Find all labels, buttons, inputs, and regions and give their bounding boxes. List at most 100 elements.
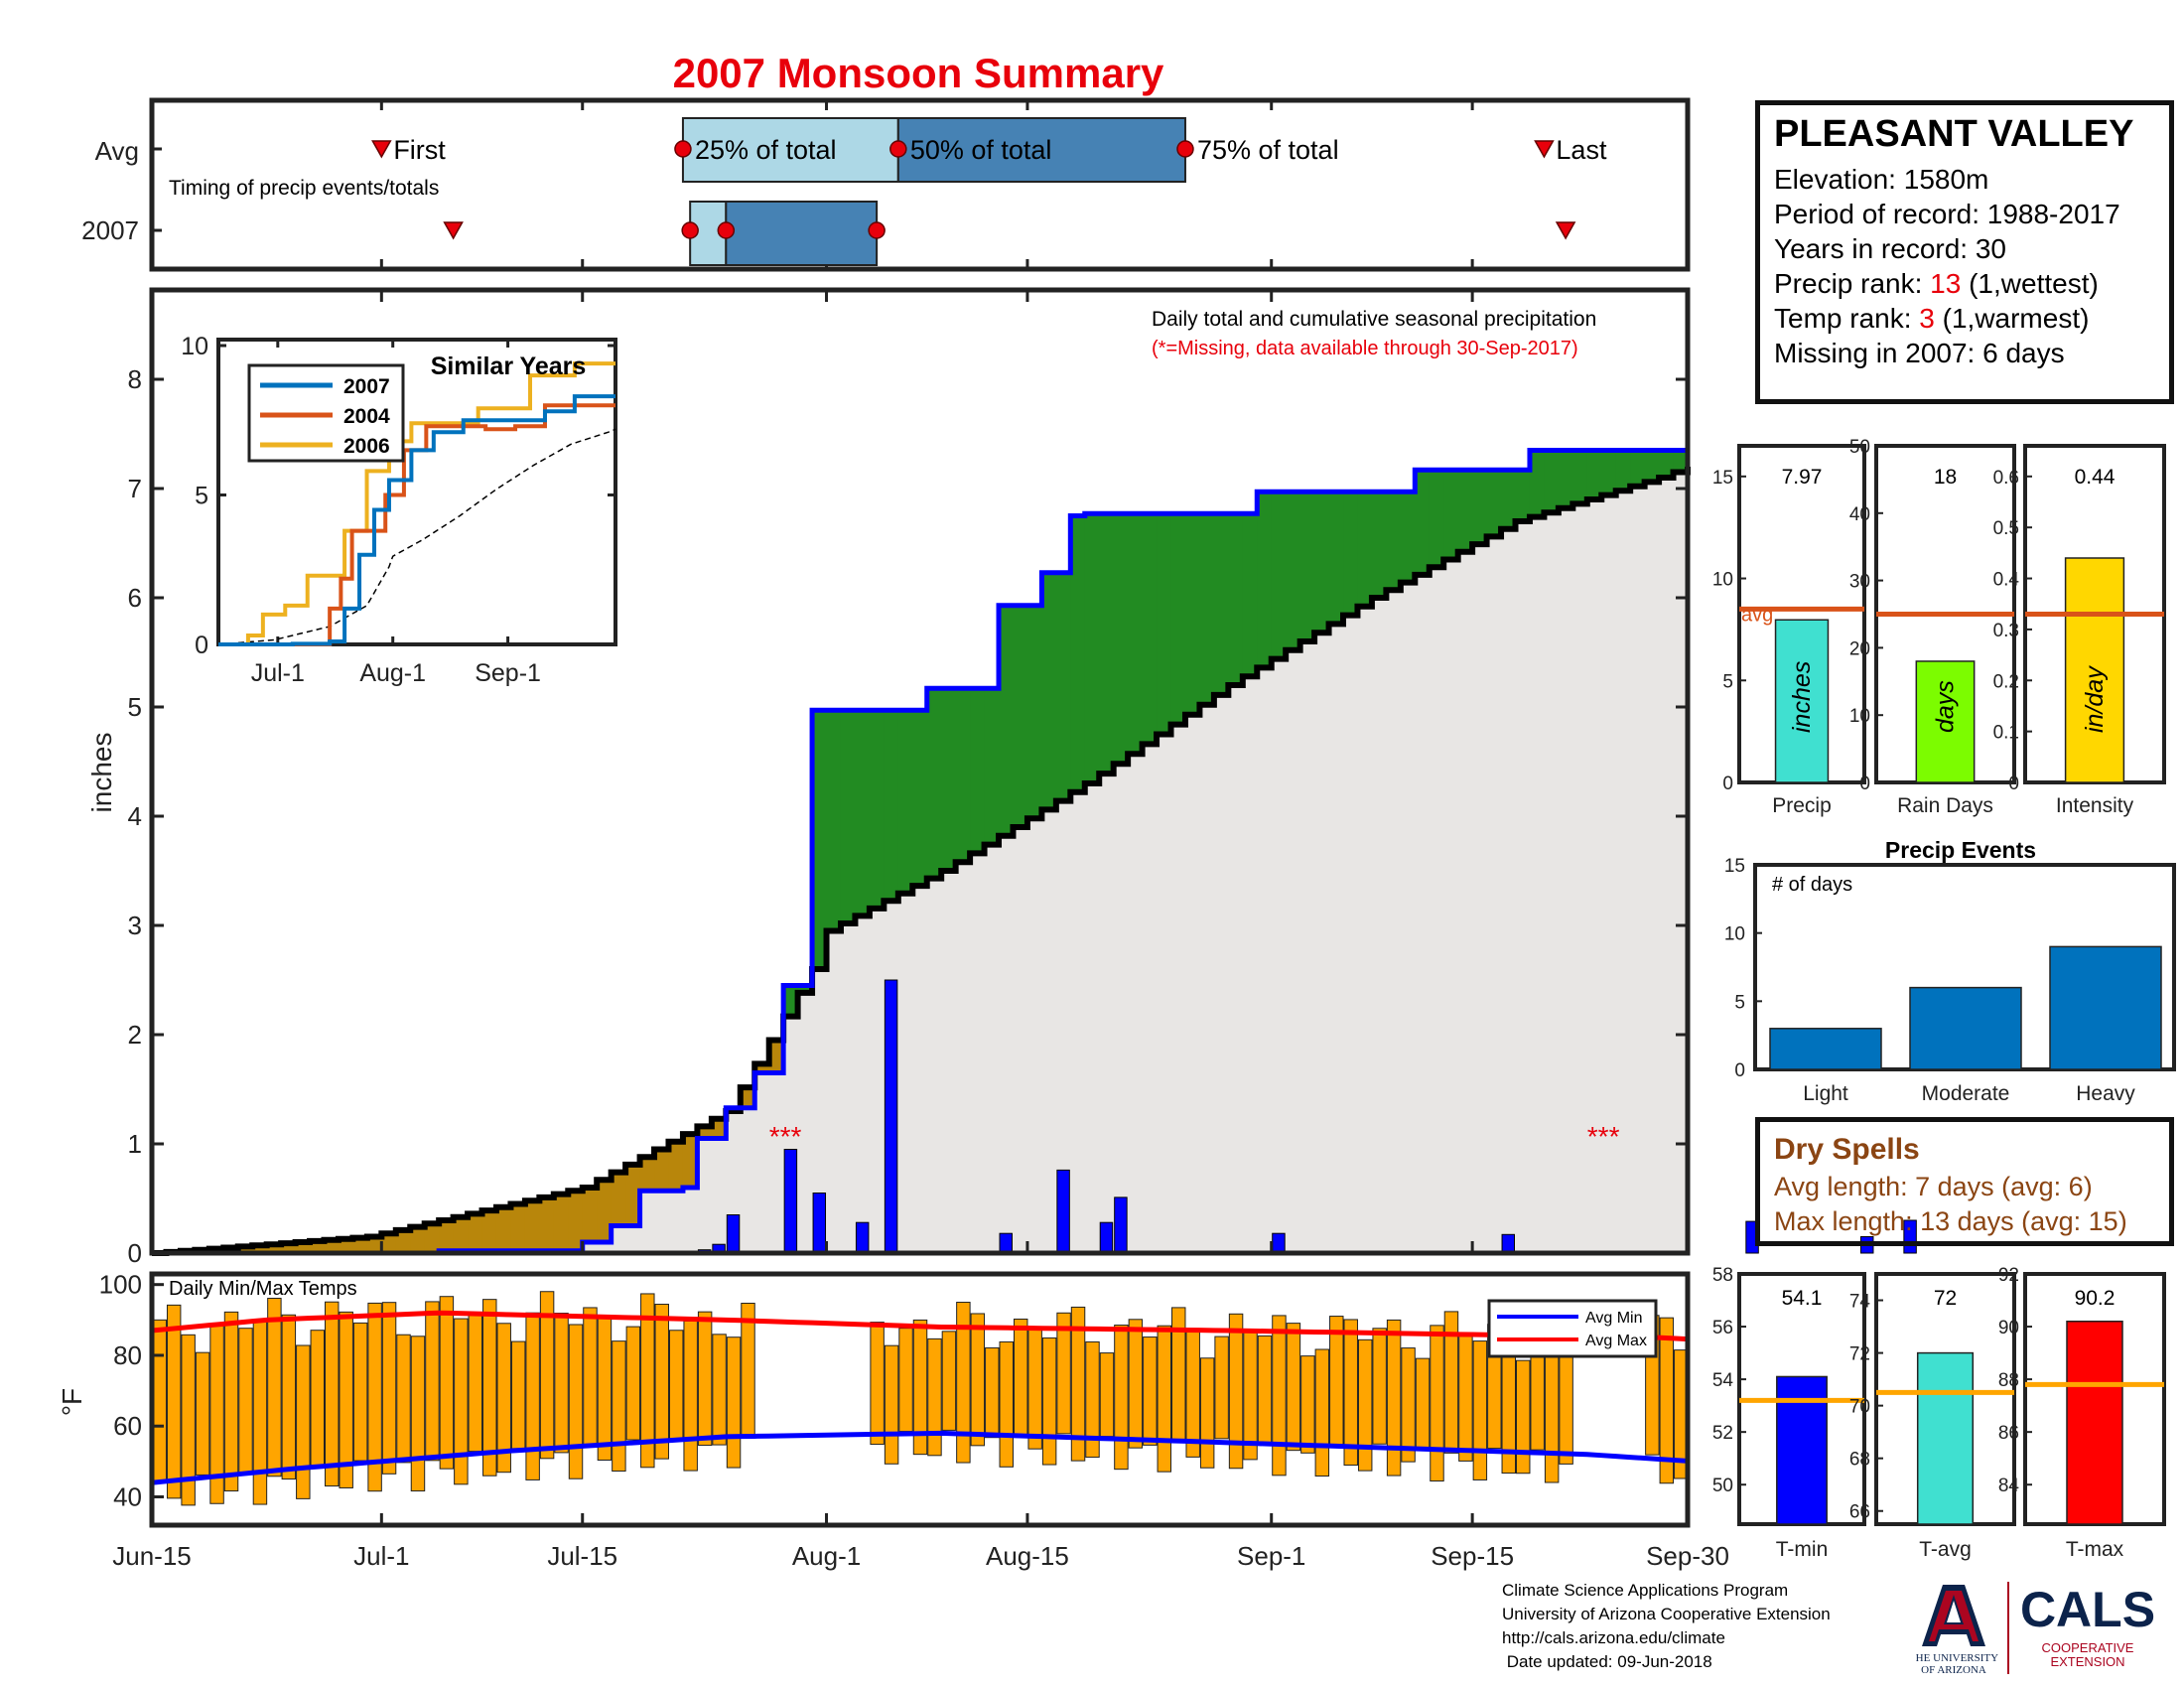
below-avg-segment — [266, 1244, 282, 1253]
dry-spells-box: Dry Spells Avg length: 7 days (avg: 6) M… — [1755, 1117, 2174, 1246]
daily-precip-bar — [855, 1221, 870, 1254]
daily-temp-bar — [252, 1321, 268, 1505]
above-avg-segment — [1128, 513, 1144, 755]
timing-row-year-label: 2007 — [81, 215, 139, 245]
daily-temp-bar — [1458, 1336, 1473, 1462]
temp-panel-ytick-label: 90 — [1998, 1318, 2019, 1338]
above-avg-segment — [1572, 450, 1588, 504]
below-avg-segment — [524, 1200, 540, 1251]
precip-events-ylabel: # of days — [1772, 874, 1852, 896]
daily-temp-bar — [870, 1322, 885, 1446]
inset-ytick-label: 5 — [195, 483, 208, 510]
daily-temp-bar — [1128, 1319, 1144, 1449]
daily-temp-bar — [181, 1334, 196, 1506]
daily-temp-bar — [1214, 1336, 1229, 1440]
timing-row-avg-label: Avg — [95, 136, 139, 166]
above-avg-segment — [984, 688, 1000, 845]
daily-temp-bar — [554, 1313, 569, 1454]
coop-line-1: COOPERATIVE — [2042, 1640, 2134, 1655]
event-bar-moderate — [1909, 986, 2022, 1070]
temp-legend-label: Avg Max — [1585, 1333, 1647, 1349]
above-avg-segment — [1055, 572, 1071, 801]
inset-line-2007 — [218, 394, 615, 646]
stat-ytick-label: 20 — [1849, 638, 1870, 659]
daily-temp-bar — [223, 1311, 239, 1492]
avg-cumulative-line — [152, 467, 1691, 1256]
main-ytick-label: 4 — [128, 801, 142, 831]
daily-temp-bar — [410, 1336, 426, 1492]
inset-title: Similar Years — [431, 352, 587, 380]
date-tick-label: Aug-1 — [792, 1541, 861, 1571]
timing-first-label: First — [393, 135, 446, 165]
temp-panel-ytick-label: 50 — [1712, 1476, 1733, 1496]
below-avg-segment — [281, 1243, 297, 1253]
daily-temp-bar — [267, 1298, 282, 1477]
above-avg-segment — [1415, 470, 1431, 575]
above-avg-segment — [1558, 450, 1573, 508]
above-avg-segment — [1443, 470, 1459, 560]
daily-precip-bar — [783, 1149, 798, 1254]
inset-legend-label: 2004 — [343, 405, 390, 428]
dry-spells-avg: Avg length: 7 days (avg: 6) — [1774, 1172, 2093, 1201]
ua-line-2: OF ARIZONA — [1921, 1664, 1986, 1676]
precip-rank-value: 13 — [1930, 268, 1962, 299]
date-tick-label: Sep-15 — [1431, 1541, 1514, 1571]
below-avg-segment — [654, 1149, 670, 1192]
inset-ytick-label: 10 — [181, 333, 208, 360]
university-logo: THE UNIVERSITY OF ARIZONA CALS COOPERATI… — [1916, 1582, 2155, 1676]
event-ytick-label: 0 — [1734, 1060, 1745, 1081]
daily-temp-bar — [510, 1340, 526, 1450]
daily-temp-bar — [1372, 1328, 1387, 1445]
below-avg-segment — [682, 1134, 699, 1188]
year-q50-box — [725, 201, 879, 266]
above-avg-segment — [1314, 492, 1330, 633]
above-avg-segment — [1386, 492, 1402, 591]
temp-ytick-label: 60 — [113, 1411, 142, 1441]
missing-data-marker: *** — [1587, 1121, 1620, 1152]
temp-panel-ytick-label: 74 — [1849, 1292, 1871, 1313]
daily-temp-bar — [1272, 1315, 1287, 1477]
footer-line-3[interactable]: http://cals.arizona.edu/climate — [1502, 1628, 1725, 1647]
below-avg-segment — [338, 1238, 354, 1253]
avg-q50-marker — [889, 140, 907, 158]
daily-temp-bar — [166, 1304, 182, 1499]
below-avg-segment — [366, 1236, 382, 1253]
date-tick-label: Jul-1 — [353, 1541, 409, 1571]
temp-value-label: 72 — [1934, 1287, 1957, 1310]
dry-spells-title: Dry Spells — [1774, 1133, 1920, 1166]
temp-panel-xlabel: T-avg — [1919, 1538, 1972, 1561]
above-avg-segment — [1142, 513, 1158, 745]
temp-panel-xlabel: T-max — [2066, 1538, 2124, 1561]
temp-panel-ytick-label: 58 — [1712, 1265, 1733, 1286]
daily-temp-bar — [1343, 1319, 1358, 1467]
daily-temp-bar — [612, 1340, 626, 1473]
daily-temp-bar — [539, 1291, 555, 1460]
main-annotation: Daily total and cumulative seasonal prec… — [1152, 308, 1596, 331]
daily-temp-bar — [1056, 1312, 1071, 1435]
date-tick-label: Jun-15 — [112, 1541, 192, 1571]
temp-panel-ytick-label: 72 — [1849, 1344, 1870, 1365]
daily-temp-bar — [1143, 1336, 1158, 1446]
daily-precip-bar — [1501, 1233, 1516, 1254]
period-of-record: Period of record: 1988-2017 — [1774, 199, 2120, 229]
temp-ytick-label: 80 — [113, 1340, 142, 1370]
temps-ylabel: °F — [57, 1388, 87, 1416]
below-avg-segment — [468, 1213, 483, 1251]
above-avg-segment — [1170, 513, 1186, 725]
temp-panel-ytick-label: 84 — [1998, 1476, 2020, 1496]
temp-rank-prefix: Temp rank: — [1774, 303, 1920, 334]
missing-days: Missing in 2007: 6 days — [1774, 338, 2065, 368]
daily-temp-bar — [654, 1304, 669, 1460]
temps-label: Daily Min/Max Temps — [169, 1278, 357, 1300]
temp-panel-ytick-label: 70 — [1849, 1397, 1870, 1418]
above-avg-segment — [1271, 492, 1287, 659]
stat-xlabel: Rain Days — [1897, 794, 1993, 817]
above-avg-segment — [1486, 470, 1502, 537]
daily-temp-bar — [324, 1301, 340, 1487]
daily-precip-bar — [1272, 1232, 1286, 1254]
temp-panel-ytick-label: 68 — [1849, 1450, 1870, 1471]
inset-avg-line — [217, 428, 616, 645]
daily-temp-bar — [1314, 1348, 1330, 1477]
below-avg-segment — [252, 1245, 268, 1253]
inset-line-2006 — [218, 361, 615, 646]
